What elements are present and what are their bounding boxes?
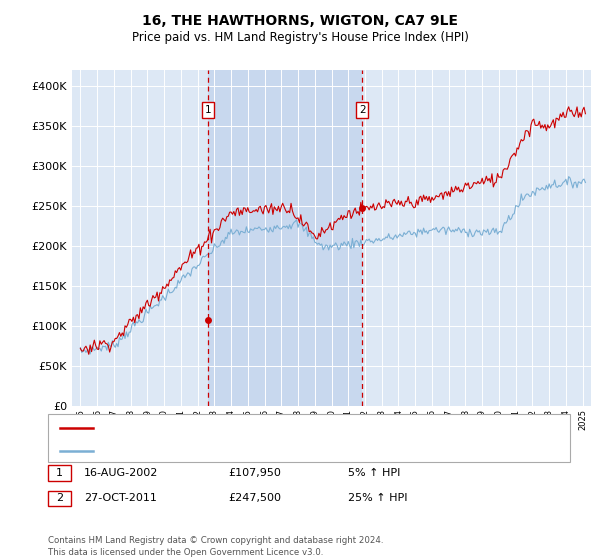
Text: £107,950: £107,950 (228, 468, 281, 478)
Text: Price paid vs. HM Land Registry's House Price Index (HPI): Price paid vs. HM Land Registry's House … (131, 31, 469, 44)
Bar (208, 70, 362, 406)
Text: 2: 2 (56, 493, 63, 503)
Text: 2: 2 (359, 105, 365, 115)
Text: Contains HM Land Registry data © Crown copyright and database right 2024.
This d: Contains HM Land Registry data © Crown c… (48, 536, 383, 557)
Text: 27-OCT-2011: 27-OCT-2011 (84, 493, 157, 503)
Text: 25% ↑ HPI: 25% ↑ HPI (348, 493, 407, 503)
Text: HPI: Average price, detached house, Cumberland: HPI: Average price, detached house, Cumb… (102, 446, 359, 456)
Text: £247,500: £247,500 (228, 493, 281, 503)
Text: 1: 1 (205, 105, 211, 115)
Point (203, 315, 213, 324)
Text: 16, THE HAWTHORNS, WIGTON, CA7 9LE: 16, THE HAWTHORNS, WIGTON, CA7 9LE (142, 14, 458, 28)
Text: 5% ↑ HPI: 5% ↑ HPI (348, 468, 400, 478)
Point (358, 203, 367, 212)
Text: 1: 1 (56, 468, 63, 478)
Text: 16, THE HAWTHORNS, WIGTON, CA7 9LE (detached house): 16, THE HAWTHORNS, WIGTON, CA7 9LE (deta… (102, 423, 409, 433)
Text: 16-AUG-2002: 16-AUG-2002 (84, 468, 158, 478)
